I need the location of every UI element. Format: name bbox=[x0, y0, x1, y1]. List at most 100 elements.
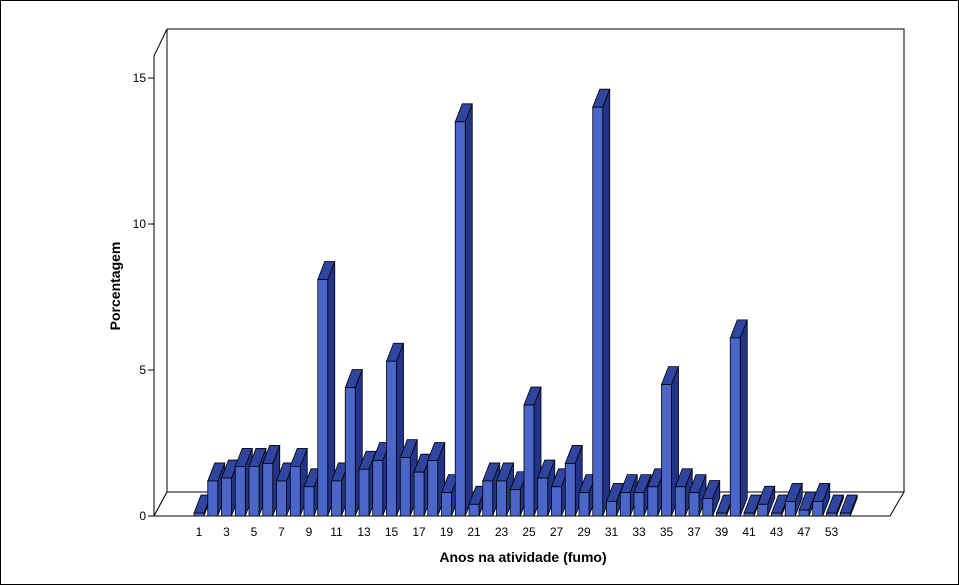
x-tick-label: 31 bbox=[605, 525, 619, 539]
bar-front bbox=[262, 463, 274, 517]
bar-front bbox=[716, 512, 727, 517]
bar-front bbox=[592, 106, 604, 517]
bar bbox=[688, 474, 707, 517]
x-tick-label: 25 bbox=[522, 525, 536, 539]
x-tick-label: 53 bbox=[825, 525, 839, 539]
left-wall bbox=[153, 28, 168, 517]
x-tick-label: 13 bbox=[357, 525, 371, 539]
bar-front bbox=[289, 465, 301, 517]
bar bbox=[757, 485, 776, 517]
bar-front bbox=[674, 486, 686, 517]
bar-front bbox=[688, 492, 700, 517]
bar-front bbox=[839, 512, 851, 517]
x-tick-label: 37 bbox=[687, 525, 701, 539]
bar bbox=[592, 88, 611, 517]
bar-front bbox=[647, 486, 659, 517]
bar bbox=[825, 494, 845, 517]
bar-front bbox=[496, 480, 507, 517]
bar-front bbox=[812, 500, 824, 517]
bar-front bbox=[276, 480, 287, 517]
bar-front bbox=[578, 492, 590, 517]
x-tick-label: 43 bbox=[770, 525, 784, 539]
bar-front bbox=[427, 460, 439, 517]
bar-front bbox=[248, 465, 260, 517]
bar-front bbox=[482, 480, 494, 517]
bar-front bbox=[606, 500, 617, 517]
x-tick-label: 21 bbox=[467, 525, 481, 539]
bar bbox=[839, 494, 858, 517]
x-tick-label: 19 bbox=[440, 525, 454, 539]
bar-front bbox=[743, 512, 755, 517]
bar-front bbox=[771, 512, 782, 517]
bar bbox=[317, 261, 336, 517]
bar bbox=[454, 103, 473, 517]
bar-front bbox=[784, 500, 796, 517]
x-tick-label: 7 bbox=[278, 525, 285, 539]
bar-front bbox=[537, 477, 549, 517]
x-tick-label: 29 bbox=[577, 525, 591, 539]
bar-front bbox=[193, 512, 205, 517]
bar bbox=[812, 482, 831, 517]
bar-front bbox=[358, 468, 370, 517]
bar-front bbox=[399, 457, 411, 517]
y-tick-label: 15 bbox=[133, 71, 147, 85]
bar bbox=[702, 480, 721, 517]
x-tick-label: 1 bbox=[196, 525, 203, 539]
bar-front bbox=[551, 486, 562, 517]
bar bbox=[729, 319, 748, 517]
x-tick-label: 5 bbox=[251, 525, 258, 539]
back-wall bbox=[167, 28, 905, 492]
x-axis-title: Anos na atividade (fumo) bbox=[439, 549, 606, 565]
bar-side bbox=[602, 89, 611, 517]
bar-front bbox=[661, 384, 672, 517]
x-tick-label: 39 bbox=[715, 525, 729, 539]
bar-front bbox=[331, 480, 342, 517]
x-tick-label: 9 bbox=[306, 525, 313, 539]
x-tick-label: 47 bbox=[797, 525, 811, 539]
bar bbox=[784, 482, 803, 517]
bar-front bbox=[509, 489, 521, 517]
x-tick-label: 15 bbox=[385, 525, 399, 539]
bar-side bbox=[739, 319, 748, 517]
bar-front bbox=[344, 387, 356, 517]
bar-front bbox=[468, 503, 480, 517]
bar-front bbox=[798, 509, 810, 517]
y-axis: 0 5 10 15 bbox=[133, 71, 154, 523]
y-tick-label: 0 bbox=[139, 509, 146, 523]
bar-front bbox=[207, 480, 219, 517]
bar-front bbox=[441, 492, 452, 517]
bar-front bbox=[757, 503, 769, 517]
bar-side bbox=[464, 103, 473, 517]
bar-front bbox=[702, 498, 714, 517]
bar-front bbox=[729, 337, 741, 517]
y-tick-label: 5 bbox=[139, 363, 146, 377]
bar-front bbox=[303, 486, 315, 517]
bar bbox=[674, 468, 693, 517]
y-tick-label: 10 bbox=[133, 217, 147, 231]
bar-front bbox=[826, 512, 837, 517]
bar-front bbox=[372, 460, 384, 517]
x-tick-label: 27 bbox=[550, 525, 564, 539]
bar-front bbox=[619, 492, 631, 517]
bar-front bbox=[454, 121, 466, 517]
x-tick-label: 33 bbox=[632, 525, 646, 539]
x-tick-label: 3 bbox=[223, 525, 230, 539]
bar-front bbox=[413, 471, 425, 517]
bar-front bbox=[564, 463, 576, 517]
x-tick-label: 23 bbox=[495, 525, 509, 539]
x-tick-label: 41 bbox=[742, 525, 756, 539]
bar-front bbox=[234, 465, 246, 517]
x-axis-tick-labels: 1 3 5 7 9 11 13 15 17 19 21 23 25 27 29 31 33 35 37 39 41 43 4… bbox=[196, 525, 839, 539]
x-tick-label: 17 bbox=[412, 525, 426, 539]
bars bbox=[193, 88, 858, 517]
x-tick-label: 11 bbox=[330, 525, 343, 539]
bar-front bbox=[523, 404, 535, 517]
bar-front bbox=[317, 279, 329, 517]
bar-front bbox=[221, 477, 232, 517]
x-tick-label: 35 bbox=[660, 525, 674, 539]
bar-front bbox=[633, 492, 645, 517]
bar bbox=[619, 474, 638, 517]
y-axis-title: Porcentagem bbox=[107, 242, 123, 331]
